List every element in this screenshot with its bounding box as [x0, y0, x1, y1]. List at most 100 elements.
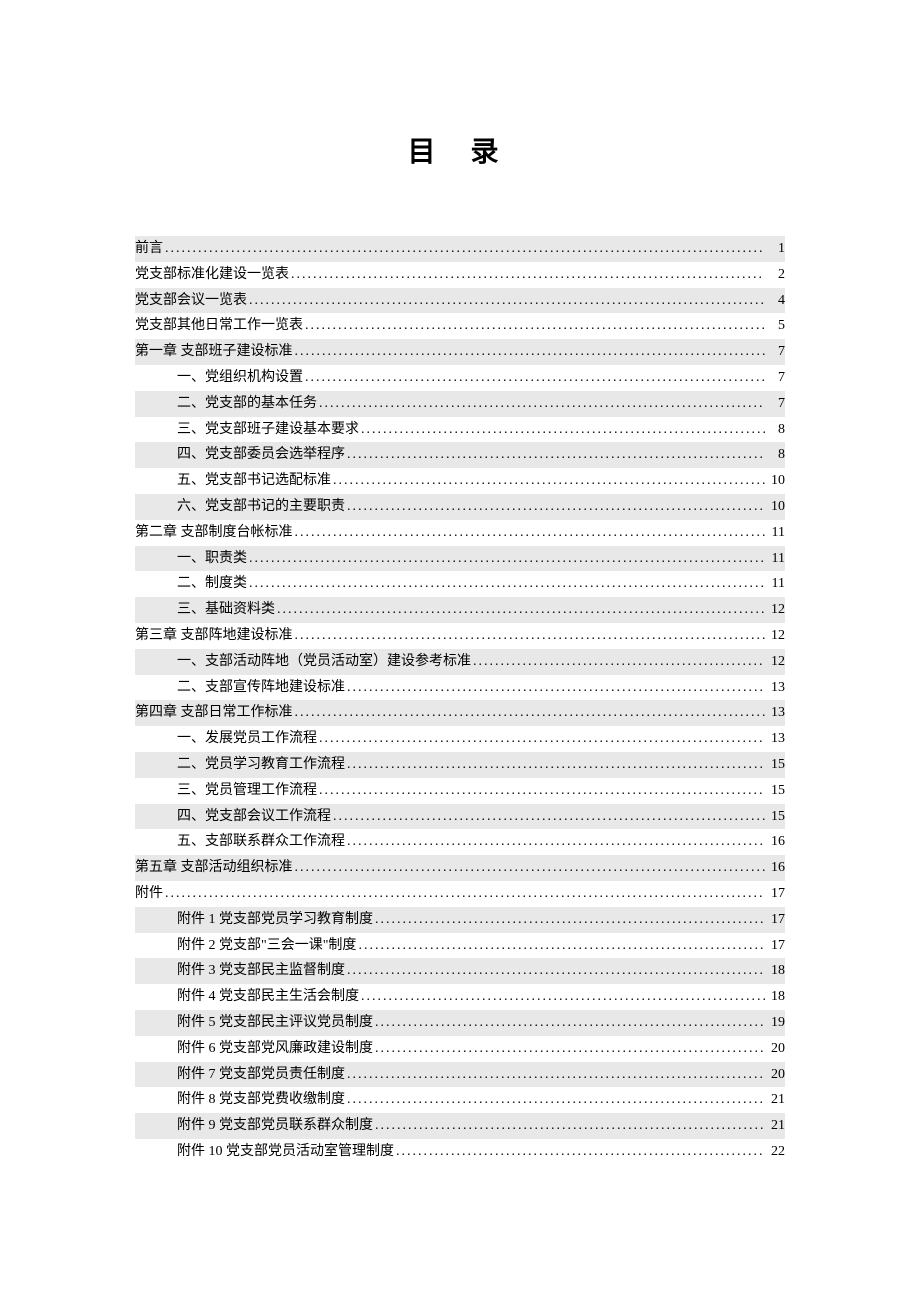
toc-dots: ........................................…	[394, 1139, 765, 1165]
toc-page-number: 16	[765, 829, 785, 855]
toc-page-number: 15	[765, 778, 785, 804]
toc-row: 五、党支部书记选配标准.............................…	[135, 468, 785, 494]
toc-entry-label: 四、党支部委员会选举程序	[177, 442, 345, 468]
toc-entry-label: 附件	[135, 881, 163, 907]
toc-dots: ........................................…	[293, 339, 766, 365]
toc-page-number: 1	[765, 236, 785, 262]
toc-row: 第五章 支部活动组织标准............................…	[135, 855, 785, 881]
toc-row: 附件 1 党支部党员学习教育制度 .......................…	[135, 907, 785, 933]
toc-row: 一、发展党员工作流程..............................…	[135, 726, 785, 752]
toc-dots: ........................................…	[331, 804, 765, 830]
toc-dots: ........................................…	[345, 958, 765, 984]
toc-row: 附件......................................…	[135, 881, 785, 907]
toc-row: 四、党支部会议工作流程.............................…	[135, 804, 785, 830]
toc-page-number: 17	[765, 933, 785, 959]
toc-dots: ........................................…	[373, 1010, 765, 1036]
toc-dots: ........................................…	[359, 417, 765, 443]
toc-dots: ........................................…	[247, 546, 765, 572]
toc-dots: ........................................…	[345, 1062, 765, 1088]
toc-entry-label: 第二章 支部制度台帐标准	[135, 520, 293, 546]
toc-dots: ........................................…	[303, 365, 765, 391]
toc-entry-label: 第三章 支部阵地建设标准	[135, 623, 293, 649]
toc-page-number: 21	[765, 1087, 785, 1113]
toc-dots: ........................................…	[471, 649, 765, 675]
toc-entry-label: 附件 3 党支部民主监督制度	[177, 958, 345, 984]
toc-dots: ........................................…	[356, 933, 765, 959]
toc-row: 附件 3 党支部民主监督制度 .........................…	[135, 958, 785, 984]
toc-dots: ........................................…	[373, 1113, 765, 1139]
toc-page-number: 4	[765, 288, 785, 314]
toc-page-number: 16	[765, 855, 785, 881]
toc-entry-label: 前言	[135, 236, 163, 262]
toc-entry-label: 第四章 支部日常工作标准	[135, 700, 293, 726]
toc-entry-label: 附件 7 党支部党员责任制度	[177, 1062, 345, 1088]
toc-row: 一、职责类...................................…	[135, 546, 785, 572]
toc-page-number: 7	[765, 391, 785, 417]
toc-dots: ........................................…	[293, 623, 766, 649]
toc-entry-label: 二、支部宣传阵地建设标准	[177, 675, 345, 701]
toc-row: 附件 2 党支部"三会一课"制度 .......................…	[135, 933, 785, 959]
toc-entry-label: 三、党员管理工作流程	[177, 778, 317, 804]
toc-dots: ........................................…	[345, 494, 765, 520]
toc-entry-label: 第五章 支部活动组织标准	[135, 855, 293, 881]
toc-page-number: 13	[765, 675, 785, 701]
toc-entry-label: 一、支部活动阵地（党员活动室）建设参考标准	[177, 649, 471, 675]
toc-page-number: 20	[765, 1062, 785, 1088]
toc-entry-label: 三、党支部班子建设基本要求	[177, 417, 359, 443]
toc-page-number: 8	[765, 417, 785, 443]
toc-dots: ........................................…	[317, 726, 765, 752]
toc-dots: ........................................…	[345, 752, 765, 778]
toc-row: 四、党支部委员会选举程序............................…	[135, 442, 785, 468]
toc-row: 附件 9 党支部党员联系群众制度 .......................…	[135, 1113, 785, 1139]
toc-entry-label: 四、党支部会议工作流程	[177, 804, 331, 830]
toc-row: 三、党支部班子建设基本要求...........................…	[135, 417, 785, 443]
toc-entry-label: 六、党支部书记的主要职责	[177, 494, 345, 520]
toc-dots: ........................................…	[163, 236, 765, 262]
toc-page-number: 5	[765, 313, 785, 339]
toc-dots: ........................................…	[317, 391, 765, 417]
toc-page-number: 11	[765, 520, 785, 546]
toc-dots: ........................................…	[289, 262, 765, 288]
toc-row: 附件 7 党支部党员责任制度 .........................…	[135, 1062, 785, 1088]
toc-row: 附件 6 党支部党风廉政建设制度 .......................…	[135, 1036, 785, 1062]
toc-row: 附件 10 党支部党员活动室管理制度 .....................…	[135, 1139, 785, 1165]
toc-dots: ........................................…	[373, 907, 765, 933]
toc-entry-label: 附件 9 党支部党员联系群众制度	[177, 1113, 373, 1139]
toc-dots: ........................................…	[345, 1087, 765, 1113]
toc-dots: ........................................…	[359, 984, 765, 1010]
toc-page-number: 13	[765, 700, 785, 726]
toc-dots: ........................................…	[247, 571, 765, 597]
toc-row: 二、制度类...................................…	[135, 571, 785, 597]
toc-page-number: 12	[765, 649, 785, 675]
toc-page-number: 15	[765, 752, 785, 778]
toc-row: 党支部其他日常工作一览表............................…	[135, 313, 785, 339]
toc-page-number: 22	[765, 1139, 785, 1165]
toc-entry-label: 附件 6 党支部党风廉政建设制度	[177, 1036, 373, 1062]
toc-entry-label: 五、党支部书记选配标准	[177, 468, 331, 494]
toc-row: 附件 8 党支部党费收缴制度 .........................…	[135, 1087, 785, 1113]
toc-dots: ........................................…	[331, 468, 765, 494]
toc-row: 附件 5 党支部民主评议党员制度 .......................…	[135, 1010, 785, 1036]
toc-page-number: 19	[765, 1010, 785, 1036]
toc-dots: ........................................…	[293, 520, 766, 546]
toc-entry-label: 党支部其他日常工作一览表	[135, 313, 303, 339]
toc-page-number: 12	[765, 597, 785, 623]
toc-entry-label: 附件 1 党支部党员学习教育制度	[177, 907, 373, 933]
toc-row: 二、支部宣传阵地建设标准............................…	[135, 675, 785, 701]
toc-row: 六、党支部书记的主要职责............................…	[135, 494, 785, 520]
toc-dots: ........................................…	[317, 778, 765, 804]
toc-entry-label: 附件 2 党支部"三会一课"制度	[177, 933, 356, 959]
toc-row: 一、支部活动阵地（党员活动室）建设参考标准...................…	[135, 649, 785, 675]
toc-row: 三、基础资料类.................................…	[135, 597, 785, 623]
toc-dots: ........................................…	[345, 442, 765, 468]
toc-page-number: 21	[765, 1113, 785, 1139]
page-title: 目 录	[135, 130, 785, 170]
toc-page-number: 10	[765, 494, 785, 520]
toc-entry-label: 一、党组织机构设置	[177, 365, 303, 391]
toc-entry-label: 附件 10 党支部党员活动室管理制度	[177, 1139, 394, 1165]
toc-row: 五、支部联系群众工作流程............................…	[135, 829, 785, 855]
toc-row: 二、党员学习教育工作流程............................…	[135, 752, 785, 778]
toc-page-number: 11	[765, 571, 785, 597]
toc-page: 目 录 前言..................................…	[0, 0, 920, 1245]
toc-row: 第二章 支部制度台帐标准............................…	[135, 520, 785, 546]
